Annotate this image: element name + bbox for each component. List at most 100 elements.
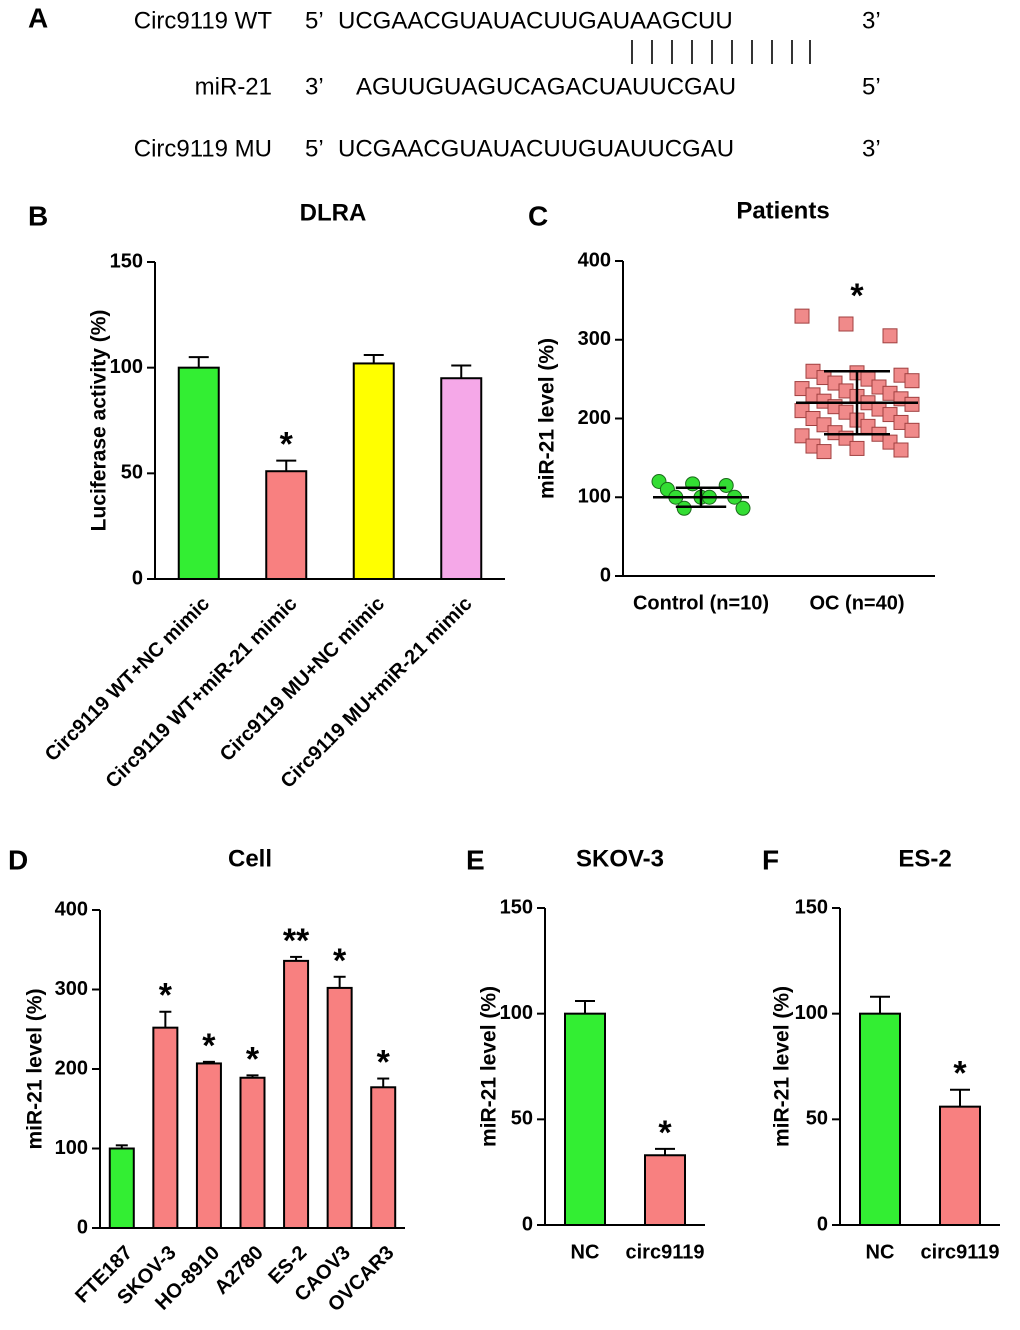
data-point [838,316,854,332]
chart-panel: E SKOV-3 miR-21 level (%) 0 50 100 150 NC circ91… [466,844,705,1263]
significance-label: * [280,426,294,464]
significance-label: ** [283,922,310,960]
y-axis-label: miR-21 level (%) [24,988,47,1149]
significance-label: * [658,1114,672,1152]
y-tick-label: 50 [806,1108,828,1130]
data-point [816,444,832,460]
chart-panel: B DLRA Luciferase activity (%) 0 50 100 150 Cir… [28,199,505,793]
data-point [904,422,920,438]
bar [239,1076,266,1229]
bar [326,986,353,1229]
significance-label: * [850,277,864,315]
panel-label: F [762,844,779,875]
data-point [794,308,810,324]
sequence-name: miR-21 [195,73,272,100]
x-tick-label: Circ9119 MU+NC mimic [216,593,389,766]
bar [195,1062,222,1230]
panel-label: A [28,2,48,33]
x-tick-label: NC [866,1241,895,1263]
x-tick-label: circ9119 [626,1241,705,1263]
sequence-end: 5’ [305,7,324,34]
data-point [893,442,909,458]
y-tick-label: 100 [110,356,143,378]
y-axis-label: miR-21 level (%) [478,986,501,1147]
bar [152,1026,179,1230]
sequence-name: Circ9119 MU [134,135,272,162]
y-tick-label: 50 [121,462,143,484]
y-tick-label: 150 [110,250,143,272]
bar [283,959,310,1229]
bar [859,1012,901,1227]
x-tick-label: Control (n=10) [633,592,769,614]
y-tick-label: 0 [77,1216,88,1238]
y-tick-label: 0 [817,1213,828,1235]
y-tick-label: 150 [500,896,533,918]
sequence: UCGAACGUAUACUUGAUAAGCUU [338,7,733,34]
chart-title: Cell [228,845,272,872]
chart-title: ES-2 [898,845,951,872]
sequence-end: 3’ [862,135,881,162]
chart-title: DLRA [300,199,367,226]
x-tick-label: Circ9119 WT+NC mimic [41,593,214,766]
x-tick-label: circ9119 [921,1241,1000,1263]
sequence: UCGAACGUAUACUUGUAUUCGAU [338,135,734,162]
data-point [904,396,920,412]
y-tick-label: 100 [500,1002,533,1024]
panel-label: E [466,844,485,875]
y-tick-label: 100 [578,486,611,508]
panel-label: D [8,844,28,875]
panel-label: C [528,200,548,231]
chart-title: SKOV-3 [576,845,664,872]
bar [265,470,308,580]
bar [644,1154,686,1227]
pairing-lines [631,40,811,64]
bar [108,1147,135,1229]
y-tick-label: 100 [795,1002,828,1024]
data-point [676,500,692,516]
y-axis-label: miR-21 level (%) [536,338,559,499]
bar [352,362,395,580]
y-tick-label: 300 [578,328,611,350]
data-point [735,500,751,516]
x-tick-label: Circ9119 MU+miR-21 mimic [277,593,477,793]
y-tick-label: 400 [578,249,611,271]
y-tick-label: 400 [55,898,88,920]
data-point [718,477,734,493]
bar [370,1086,397,1230]
bar [564,1012,606,1227]
sequence-end: 5’ [305,135,324,162]
data-point [904,373,920,389]
y-tick-label: 0 [522,1213,533,1235]
significance-label: * [953,1055,967,1093]
sequence-end: 5’ [862,73,881,100]
x-tick-label: A2780 [211,1242,268,1299]
significance-label: * [246,1040,260,1078]
y-axis-label: Luciferase activity (%) [88,310,111,532]
x-tick-label: Circ9119 WT+miR-21 mimic [102,593,302,793]
significance-label: * [202,1027,216,1065]
y-tick-label: 300 [55,978,88,1000]
sequence-end: 3’ [305,73,324,100]
y-tick-label: 100 [55,1137,88,1159]
sequence: AGUUGUAGUCAGACUAUUCGAU [356,73,736,100]
x-tick-label: NC [571,1241,600,1263]
y-tick-label: 200 [55,1057,88,1079]
y-tick-label: 0 [132,567,143,589]
bar [939,1105,981,1226]
y-axis-label: miR-21 level (%) [771,986,794,1147]
data-point [849,440,865,456]
chart-panel: C Patients miR-21 level (%) 0 100 200 300 400 Co… [528,197,935,614]
bar [177,366,220,580]
sequence-end: 3’ [862,7,881,34]
y-tick-label: 200 [578,407,611,429]
y-tick-label: 150 [795,896,828,918]
chart-panel: F ES-2 miR-21 level (%) 0 50 100 150 NC circ9119… [762,844,1000,1263]
bar [440,377,483,580]
y-tick-label: 0 [600,564,611,586]
significance-label: * [377,1044,391,1082]
sequence-name: Circ9119 WT [134,7,273,34]
panel-label: B [28,200,48,231]
x-tick-label: OC (n=40) [809,592,904,614]
